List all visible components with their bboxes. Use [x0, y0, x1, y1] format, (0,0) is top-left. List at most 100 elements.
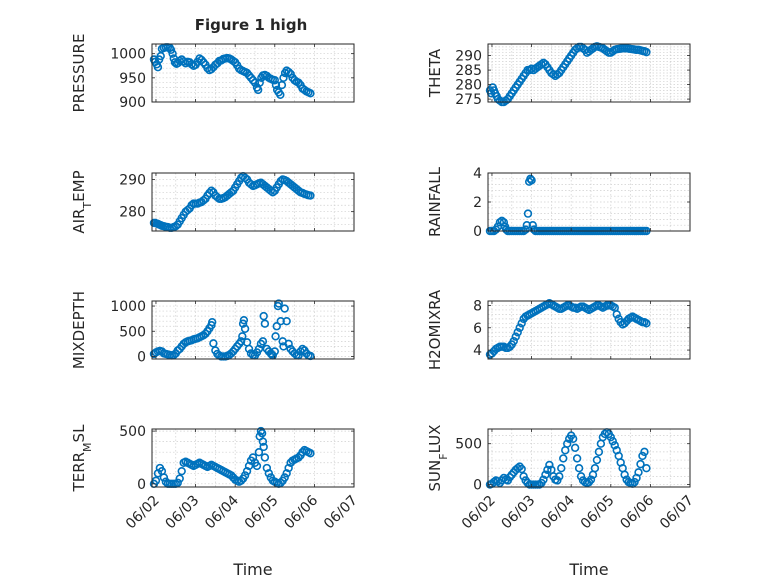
series-points — [485, 299, 651, 359]
grid — [488, 300, 691, 360]
grid — [488, 429, 691, 487]
y-axis-label: MIXDEPTH — [70, 291, 88, 369]
data-point — [276, 90, 285, 99]
x-tick-label: 06/04 — [538, 492, 578, 532]
x-tick-label: 06/03 — [499, 493, 539, 533]
data-point — [282, 316, 291, 326]
axes-box — [487, 300, 691, 360]
data-point — [606, 432, 615, 442]
grid — [488, 172, 691, 232]
y-tick-label: 8 — [473, 298, 482, 314]
data-point — [240, 471, 250, 480]
data-point — [555, 472, 564, 481]
data-point — [173, 478, 182, 487]
y-tick-label: 2 — [473, 195, 482, 211]
data-point — [159, 473, 169, 482]
data-point — [177, 466, 186, 476]
data-point — [576, 472, 586, 481]
y-tick-label: 290 — [119, 172, 146, 188]
y-axis-label: SUNFLUX — [426, 425, 450, 492]
x-tick-label: 06/07 — [657, 493, 697, 533]
data-point — [521, 225, 530, 234]
data-point — [255, 78, 264, 87]
data-point — [170, 58, 180, 67]
data-point — [557, 464, 566, 473]
data-point — [238, 319, 248, 328]
data-point — [227, 188, 236, 197]
data-point — [259, 311, 268, 321]
y-axis-label: PRESSURE — [70, 34, 88, 113]
data-point — [258, 437, 268, 446]
data-point — [527, 176, 536, 185]
data-point — [280, 304, 289, 313]
data-point — [272, 322, 281, 331]
subplot-1: 900 950 1000 PRESSURE — [70, 34, 355, 113]
series-points — [149, 299, 315, 361]
x-axis-label: Time — [568, 560, 608, 579]
subplot-4: 0 2 4 RAINFALL — [426, 166, 691, 240]
y-tick-label: 500 — [119, 424, 146, 440]
axes-box — [487, 43, 691, 103]
y-tick-label: 900 — [119, 95, 146, 111]
data-point — [636, 459, 645, 469]
data-point — [294, 453, 303, 462]
x-tick-label: 06/02 — [459, 493, 499, 533]
data-point — [166, 45, 176, 54]
data-point — [568, 434, 578, 443]
data-point — [519, 472, 528, 481]
y-tick-label: 1000 — [110, 299, 146, 315]
data-point — [258, 337, 268, 346]
data-point — [199, 196, 208, 205]
data-point — [634, 468, 643, 477]
data-point — [242, 466, 252, 476]
axes-box — [151, 300, 355, 360]
data-point — [572, 454, 582, 463]
y-tick-label: 4 — [473, 166, 482, 182]
data-point — [271, 80, 281, 90]
data-point — [592, 455, 602, 465]
data-point — [515, 323, 524, 332]
y-tick-label: 280 — [455, 78, 482, 94]
data-point — [523, 209, 533, 218]
data-point — [284, 339, 293, 349]
data-point — [559, 454, 568, 463]
data-point — [257, 429, 267, 438]
data-point — [574, 464, 584, 473]
data-point — [239, 315, 249, 325]
data-point — [522, 221, 532, 230]
series-points — [485, 42, 651, 107]
data-point — [153, 62, 163, 72]
y-tick-label: 0 — [137, 477, 146, 493]
data-point — [284, 67, 293, 77]
data-point — [259, 442, 268, 452]
data-point — [171, 221, 180, 231]
data-point — [511, 332, 520, 341]
subplot-6: 4 6 8 H2OMIXRA — [426, 289, 691, 370]
x-tick-label: 06/03 — [163, 493, 203, 533]
data-point — [513, 328, 522, 337]
x-tick-label: 06/05 — [578, 493, 618, 533]
data-point — [563, 439, 572, 448]
data-point — [244, 344, 254, 354]
axes-box — [151, 428, 355, 488]
data-point — [262, 463, 272, 473]
y-tick-label: 6 — [473, 321, 482, 337]
y-tick-label: 0 — [473, 224, 482, 240]
y-tick-label: 500 — [455, 437, 482, 453]
data-point — [499, 218, 509, 227]
figure-title: Figure 1 high — [195, 16, 308, 34]
data-point — [276, 176, 285, 186]
data-point — [517, 319, 526, 328]
y-tick-label: 4 — [473, 343, 482, 359]
series-points — [149, 172, 315, 232]
data-point — [276, 478, 285, 487]
y-tick-label: 0 — [137, 349, 146, 365]
data-point — [284, 463, 293, 473]
data-point — [240, 173, 250, 183]
data-point — [638, 451, 647, 461]
data-point — [168, 49, 177, 58]
data-point — [268, 188, 277, 197]
